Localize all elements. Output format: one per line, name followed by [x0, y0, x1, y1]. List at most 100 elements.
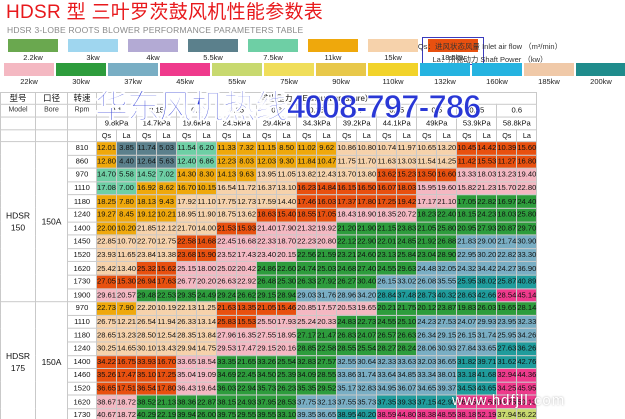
la-value: 22.87 [196, 394, 218, 410]
qs-value: 22.58 [176, 234, 198, 249]
qs-value: 26.94 [136, 274, 158, 289]
table-row: 1900 29.61 20.57 29.48 22.53 29.35 24.49 29.24 2… [1, 287, 538, 303]
qs-value: 24.68 [336, 261, 358, 276]
qs-value: 30.10 [136, 341, 158, 356]
qs-value: 34.50 [256, 368, 278, 383]
header-pressure-mpa: 0.3 [256, 103, 298, 118]
rpm-value: 810 [67, 141, 97, 156]
la-value: 8.50 [276, 141, 298, 156]
la-value: 52.19 [476, 408, 498, 419]
la-value: 32.13 [316, 394, 338, 410]
table-row: 1110 17.08 7.00 16.92 8.62 16.70 10.15 16.54 11.… [1, 181, 538, 196]
rpm-value: 1180 [67, 328, 97, 343]
table-row: 1110 26.75 12.21 26.54 11.94 26.33 13.14 25.83 1… [1, 314, 538, 329]
legend-label: 37kw [124, 77, 142, 86]
la-value: 13.23 [116, 328, 138, 343]
la-value: 18.72 [116, 394, 138, 410]
qs-value: 32.55 [336, 354, 358, 370]
table-row: 1730 40.67 18.72 40.29 22.19 39.94 26.00 39.75 2… [1, 408, 538, 419]
la-value: 17.25 [156, 368, 178, 383]
qs-value: 33.64 [376, 368, 398, 383]
la-value: 11.05 [276, 167, 298, 183]
la-value: 15.62 [156, 261, 178, 276]
la-value: 36.07 [396, 381, 418, 396]
qs-value: 10.86 [336, 141, 358, 156]
la-value: 15.93 [236, 221, 258, 236]
qs-value: 15.95 [416, 181, 438, 196]
qs-value: 14.52 [136, 167, 158, 183]
qs-value: 26.48 [256, 274, 278, 289]
la-value: 13.62 [236, 207, 258, 223]
qs-value: 25.15 [176, 261, 198, 276]
page-title-cn: HDSR 型 三叶罗茨鼓风机性能参数表 [6, 2, 324, 23]
la-value: 22.19 [156, 408, 178, 419]
la-value: 7.80 [116, 194, 138, 209]
qs-value: 22.23 [296, 234, 318, 249]
la-value: 24.23 [476, 207, 498, 223]
header-qs: Qs [95, 129, 118, 143]
qs-value: 22.20 [136, 301, 158, 316]
legend-item: 110kw [368, 63, 418, 87]
la-value: 39.33 [396, 394, 418, 410]
qs-value: 12.64 [136, 154, 158, 169]
qs-value: 16.15 [336, 181, 358, 196]
la-value: 16.35 [236, 328, 258, 343]
la-value: 19.60 [436, 181, 458, 196]
la-value: 10.20 [116, 221, 138, 236]
la-value: 35.55 [436, 274, 458, 289]
la-value: 17.80 [356, 194, 378, 209]
table-row: 860 12.80 4.40 12.64 5.63 12.40 6.86 12.23 8.03 1… [1, 154, 538, 169]
qs-value: 25.83 [216, 314, 238, 329]
header-la: La [196, 129, 218, 143]
model-label: HDSR 175 [0, 301, 36, 419]
la-value: 8.30 [196, 167, 218, 183]
legend-label: 55kw [228, 77, 246, 86]
la-value: 14.84 [316, 181, 338, 196]
la-value: 11.94 [156, 314, 178, 329]
la-value: 16.03 [316, 194, 338, 209]
legend-label: 75kw [280, 77, 298, 86]
la-value: 28.55 [316, 368, 338, 383]
la-value: 10.80 [356, 141, 378, 156]
la-value: 19.09 [196, 368, 218, 383]
legend-label: 200kw [590, 77, 612, 86]
legend-item: 4kw [124, 39, 182, 63]
la-value: 9.62 [316, 141, 338, 156]
rpm-value: 1110 [67, 314, 97, 329]
la-value: 22.94 [236, 381, 258, 396]
la-value: 29.52 [316, 381, 338, 396]
qs-value: 37.55 [336, 394, 358, 410]
la-value: 13.80 [356, 167, 378, 183]
la-value: 13.40 [116, 261, 138, 276]
la-value: 46.53 [476, 394, 498, 410]
la-value: 12.43 [316, 167, 338, 183]
la-value: 25.03 [316, 261, 338, 276]
qs-value: 18.13 [136, 194, 158, 209]
header-la: La [116, 129, 138, 143]
qs-value: 34.69 [216, 368, 238, 383]
qs-value: 22.33 [256, 234, 278, 249]
legend-swatch [524, 63, 574, 76]
qs-value: 17.46 [296, 194, 318, 209]
qs-value: 15.82 [456, 181, 478, 196]
la-value: 26.62 [236, 287, 258, 303]
la-value: 34.26 [516, 328, 538, 343]
legend-swatch [316, 63, 366, 76]
qs-value: 11.27 [496, 154, 518, 169]
qs-value: 13.82 [296, 167, 318, 183]
qs-value: 22.00 [95, 221, 118, 236]
qs-value: 34.65 [416, 381, 438, 396]
header-pressure-kpa: 14.7kPa [136, 116, 178, 131]
legend-label: 2.2kw [23, 53, 43, 62]
la-value: 24.85 [396, 234, 418, 249]
la-value: 10.70 [116, 234, 138, 249]
la-value: 22.58 [316, 341, 338, 356]
legend-swatch [472, 63, 522, 76]
table-row: 1460 35.26 17.47 35.10 17.25 35.04 19.09 34.69 2… [1, 368, 538, 383]
qs-value: 34.53 [456, 381, 478, 396]
la-value: 29.15 [436, 328, 458, 343]
legend-swatch [428, 39, 478, 52]
la-value: 16.68 [236, 234, 258, 249]
qs-value: 22.45 [216, 234, 238, 249]
legend-item: 132kw [420, 63, 470, 87]
